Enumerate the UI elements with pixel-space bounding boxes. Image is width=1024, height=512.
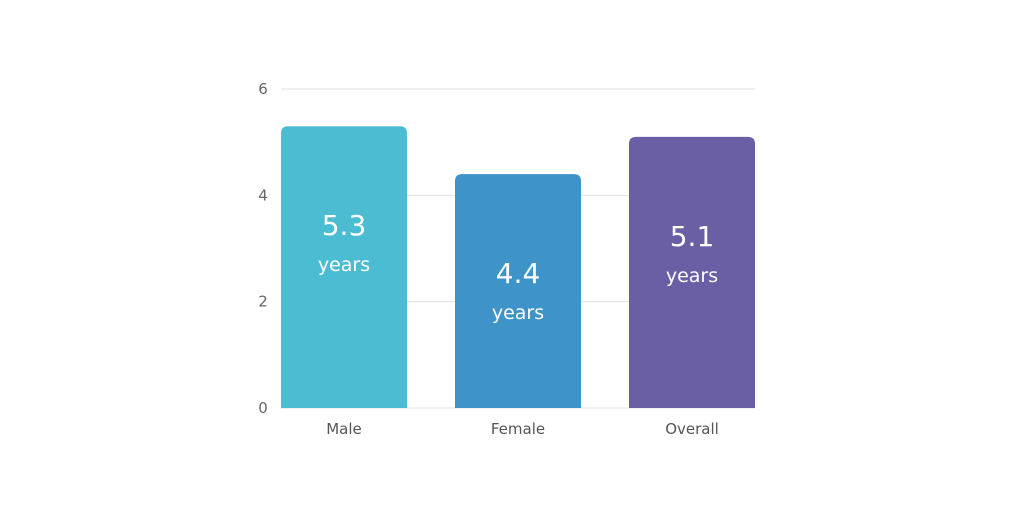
y-tick-label: 0 [258, 399, 268, 417]
x-category-label: Female [491, 420, 545, 438]
bars: 5.3 years 4.4 years 5.1 years [281, 126, 755, 408]
x-category-label: Male [326, 420, 362, 438]
bar-unit-label: years [318, 254, 370, 276]
y-tick-label: 4 [258, 186, 268, 204]
bar-unit-label: years [666, 265, 718, 287]
bar-value-label: 5.3 [322, 209, 367, 242]
bar-value-label: 4.4 [496, 257, 541, 290]
bar-value-label: 5.1 [670, 220, 715, 253]
x-category-label: Overall [665, 420, 719, 438]
y-tick-label: 2 [258, 293, 268, 311]
x-axis-labels: Male Female Overall [326, 420, 719, 438]
y-tick-label: 6 [258, 80, 268, 98]
bar-female [455, 174, 581, 408]
y-axis-ticks: 0 2 4 6 [258, 80, 268, 417]
bar-overall [629, 136, 755, 408]
bar-male [281, 126, 407, 408]
bar-unit-label: years [492, 302, 544, 324]
